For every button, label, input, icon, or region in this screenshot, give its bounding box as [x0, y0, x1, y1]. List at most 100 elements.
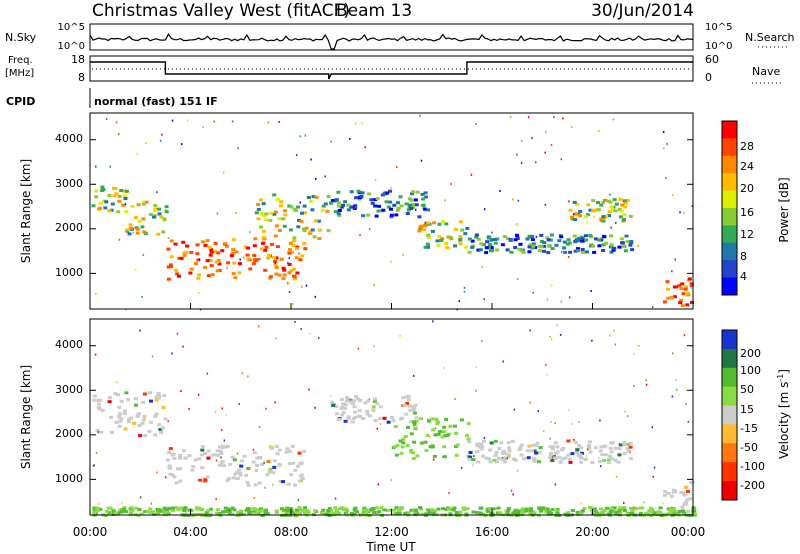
heatmap-cell — [550, 508, 555, 512]
heatmap-cell — [339, 205, 344, 209]
heatmap-cell — [412, 422, 417, 426]
heatmap-cell — [513, 238, 518, 242]
heatmap-cell — [341, 411, 346, 415]
heatmap-cell — [667, 512, 672, 516]
heatmap-cell — [169, 255, 174, 259]
heatmap-cell — [479, 447, 484, 451]
heatmap-cell — [463, 232, 468, 236]
heatmap-cell — [320, 208, 325, 212]
noise-cell — [483, 208, 486, 211]
noise-cell — [243, 256, 245, 259]
noise-cell — [308, 388, 310, 391]
colorbar-swatch — [722, 330, 737, 350]
heatmap-cell — [174, 506, 179, 510]
heatmap-cell — [679, 287, 684, 291]
heatmap-cell — [500, 243, 505, 247]
heatmap-cell — [672, 509, 677, 513]
heatmap-cell — [196, 276, 201, 280]
heatmap-cell — [123, 427, 128, 431]
heatmap-cell — [495, 248, 500, 252]
heatmap-cell — [98, 507, 103, 511]
heatmap-cell — [106, 506, 111, 510]
noise-cell — [109, 165, 111, 168]
velocity-cbar-tick-neg200: -200 — [740, 479, 765, 492]
heatmap-cell — [246, 483, 251, 487]
noise-cell — [330, 140, 332, 143]
heatmap-cell — [246, 246, 250, 250]
heatmap-cell — [608, 446, 613, 450]
heatmap-cell — [334, 412, 339, 416]
noise-cell — [309, 332, 311, 335]
heatmap-cell — [671, 507, 676, 511]
heatmap-cell — [394, 453, 399, 457]
heatmap-cell — [140, 225, 145, 229]
heatmap-cell — [161, 509, 166, 513]
heatmap-cell — [117, 415, 122, 419]
velocity-cbar-label-sup: -1 — [776, 374, 785, 382]
heatmap-cell — [170, 473, 175, 477]
heatmap-cell — [404, 412, 409, 416]
heatmap-cell — [538, 446, 543, 450]
noise-cell — [598, 457, 600, 459]
heatmap-cell — [448, 424, 453, 428]
noise-cell — [301, 285, 303, 288]
heatmap-cell — [414, 419, 419, 423]
heatmap-cell — [292, 267, 296, 271]
heatmap-cell — [246, 507, 250, 510]
cpid-label: CPID — [6, 95, 35, 108]
heatmap-cell — [292, 239, 297, 243]
heatmap-cell — [267, 470, 272, 474]
heatmap-cell — [409, 198, 414, 202]
heatmap-cell — [570, 215, 574, 219]
noise-cell — [544, 203, 547, 206]
noise-cell — [593, 215, 595, 218]
heatmap-cell — [293, 511, 298, 515]
noise-cell — [652, 475, 654, 478]
noise-cell — [624, 410, 626, 413]
noise-cell — [167, 237, 170, 240]
noise-cell — [415, 208, 417, 211]
noise-cell — [97, 431, 100, 434]
heatmap-cell — [265, 512, 270, 516]
heatmap-cell — [252, 253, 257, 257]
heatmap-cell — [237, 468, 242, 472]
heatmap-cell — [343, 403, 348, 407]
power-ytick-1000: 1000 — [55, 266, 83, 279]
noise-cell — [349, 137, 351, 140]
noise-cell — [180, 390, 182, 393]
heatmap-cell — [622, 452, 627, 455]
heatmap-cell — [135, 414, 140, 418]
heatmap-cell — [375, 402, 380, 406]
noise-cell — [376, 427, 379, 430]
nsearch-tick-high: 10^5 — [705, 22, 732, 33]
heatmap-cell — [530, 238, 535, 242]
heatmap-cell — [520, 507, 525, 511]
heatmap-cell — [215, 453, 220, 457]
heatmap-cell — [610, 208, 615, 212]
noise-cell — [573, 438, 575, 441]
noise-cell — [93, 464, 95, 467]
heatmap-cell — [190, 468, 195, 472]
heatmap-cell — [200, 466, 205, 470]
heatmap-cell — [282, 268, 287, 272]
heatmap-cell — [204, 511, 209, 514]
noise-cell — [318, 337, 320, 339]
heatmap-cell — [374, 214, 379, 218]
heatmap-cell — [265, 473, 270, 477]
heatmap-cell — [214, 260, 219, 264]
heatmap-cell — [587, 446, 592, 450]
heatmap-cell — [662, 300, 667, 304]
heatmap-cell — [352, 399, 356, 403]
noise-cell — [197, 292, 200, 295]
heatmap-cell — [460, 228, 465, 232]
heatmap-cell — [625, 512, 630, 516]
heatmap-cell — [674, 285, 678, 289]
heatmap-cell — [273, 259, 278, 263]
heatmap-cell — [489, 511, 494, 515]
noise-cell — [509, 116, 512, 118]
heatmap-cell — [343, 511, 348, 515]
heatmap-cell — [200, 240, 205, 244]
heatmap-cell — [527, 234, 532, 238]
noise-cell — [139, 496, 142, 499]
heatmap-cell — [168, 263, 173, 267]
